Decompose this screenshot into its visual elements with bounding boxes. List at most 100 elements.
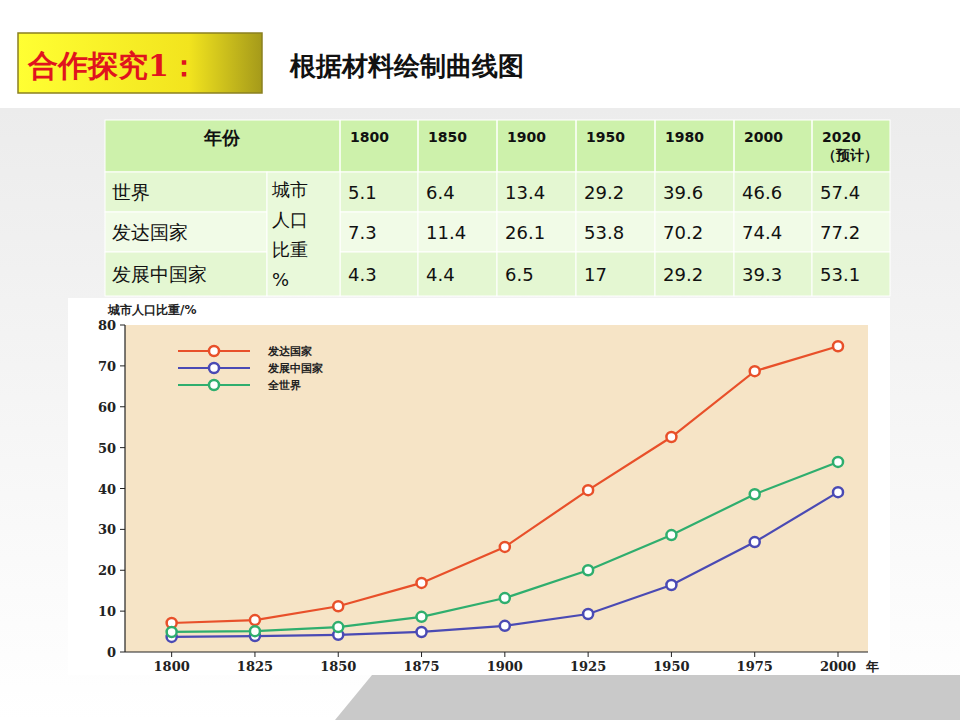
legend-marker <box>209 363 219 373</box>
data-point <box>167 627 177 637</box>
y-tick-label: 50 <box>98 441 116 456</box>
table-cell: 7.3 <box>348 222 377 243</box>
series-line <box>172 346 838 623</box>
series-group <box>167 341 843 642</box>
table: 年份1800185019001950198020002020（预计）世界5.16… <box>105 120 890 296</box>
x-tick-label: 1950 <box>653 659 689 674</box>
x-tick-label: 1925 <box>570 659 606 674</box>
page-title: 根据材料绘制曲线图 <box>289 51 524 81</box>
table-cell: 57.4 <box>820 182 860 203</box>
x-tick <box>254 652 255 657</box>
unit-line: % <box>272 269 289 290</box>
x-tick-label: 2000 <box>820 659 856 674</box>
table-cell-bg <box>340 172 418 212</box>
y-tick <box>120 529 125 530</box>
decor-shape <box>335 675 960 720</box>
y-tick-label: 80 <box>98 318 116 333</box>
y-tick <box>120 365 125 366</box>
table-header-line: （预计） <box>822 147 878 163</box>
table-header-cell: 1980 <box>665 129 704 145</box>
x-tick-label: 1875 <box>403 659 439 674</box>
table-cell-bg <box>576 172 655 212</box>
y-tick <box>120 447 125 448</box>
y-tick-label: 40 <box>98 482 116 497</box>
table-border <box>339 120 341 172</box>
table-cell: 13.4 <box>505 182 545 203</box>
y-tick-label: 30 <box>98 522 116 537</box>
table-cell-bg <box>812 212 890 252</box>
table-cell-bg <box>576 212 655 252</box>
data-point <box>333 622 343 632</box>
y-tick <box>120 325 125 326</box>
table-cell-bg <box>812 172 890 212</box>
y-tick <box>120 488 125 489</box>
table-cell: 4.3 <box>348 264 377 285</box>
x-tick <box>754 652 755 657</box>
table-cell: 5.1 <box>348 182 377 203</box>
table-cell: 77.2 <box>820 222 860 243</box>
data-point <box>666 432 676 442</box>
table-cell-bg <box>340 252 418 296</box>
chart-panel <box>68 298 890 675</box>
data-point <box>500 621 510 631</box>
table-header-cell: 2020（预计） <box>822 129 878 163</box>
data-point <box>250 626 260 636</box>
y-tick <box>120 611 125 612</box>
table-cell: 17 <box>584 264 607 285</box>
data-point <box>666 530 676 540</box>
table-border <box>496 120 498 172</box>
data-point <box>583 565 593 575</box>
table-cell-bg <box>655 252 734 296</box>
data-point <box>500 593 510 603</box>
data-point <box>750 489 760 499</box>
table-cell-bg <box>497 252 576 296</box>
table-cell: 29.2 <box>584 182 624 203</box>
table-cell-bg <box>105 212 267 252</box>
unit-line: 比重 <box>272 239 308 260</box>
legend-label: 全世界 <box>267 379 301 392</box>
table-header-cell: 1900 <box>507 129 546 145</box>
x-tick-label: 1850 <box>320 659 356 674</box>
table-cell-bg <box>812 252 890 296</box>
data-point <box>833 487 843 497</box>
table-cell-bg <box>105 252 267 296</box>
table-border <box>575 120 577 172</box>
y-tick-label: 70 <box>98 359 116 374</box>
table-cell: 53.8 <box>584 222 624 243</box>
x-tick <box>171 652 172 657</box>
data-point <box>750 366 760 376</box>
table-cell-bg <box>734 172 812 212</box>
background <box>0 0 960 720</box>
table-border <box>417 120 419 172</box>
badge-box <box>18 33 262 93</box>
legend-label: 发达国家 <box>267 345 312 358</box>
table-cell-bg <box>418 212 497 252</box>
table-border <box>811 120 813 172</box>
data-point <box>833 457 843 467</box>
table-cell-bg <box>418 172 497 212</box>
table-cell: 53.1 <box>820 264 860 285</box>
row-name: 发展中国家 <box>112 263 207 285</box>
unit-cell: 城市人口比重% <box>271 179 308 290</box>
plot-area <box>125 325 868 652</box>
table-cell-bg <box>576 252 655 296</box>
table-cell: 6.5 <box>505 264 534 285</box>
table-header-cell: 年份 <box>203 127 241 148</box>
y-tick <box>120 570 125 571</box>
row-name: 世界 <box>112 181 150 203</box>
data-point <box>250 615 260 625</box>
legend-marker <box>209 380 219 390</box>
series-line <box>172 492 838 637</box>
x-axis <box>125 651 868 652</box>
y-tick-label: 20 <box>98 563 116 578</box>
x-tick-label: 1975 <box>737 659 773 674</box>
x-tick-label: 1800 <box>154 659 190 674</box>
x-tick <box>338 652 339 657</box>
y-tick-label: 10 <box>98 604 116 619</box>
table-cell-bg <box>418 252 497 296</box>
table-cell: 11.4 <box>426 222 466 243</box>
data-point <box>417 578 427 588</box>
data-point <box>750 537 760 547</box>
y-axis-title: 城市人口比重/% <box>107 303 196 317</box>
data-point <box>583 485 593 495</box>
